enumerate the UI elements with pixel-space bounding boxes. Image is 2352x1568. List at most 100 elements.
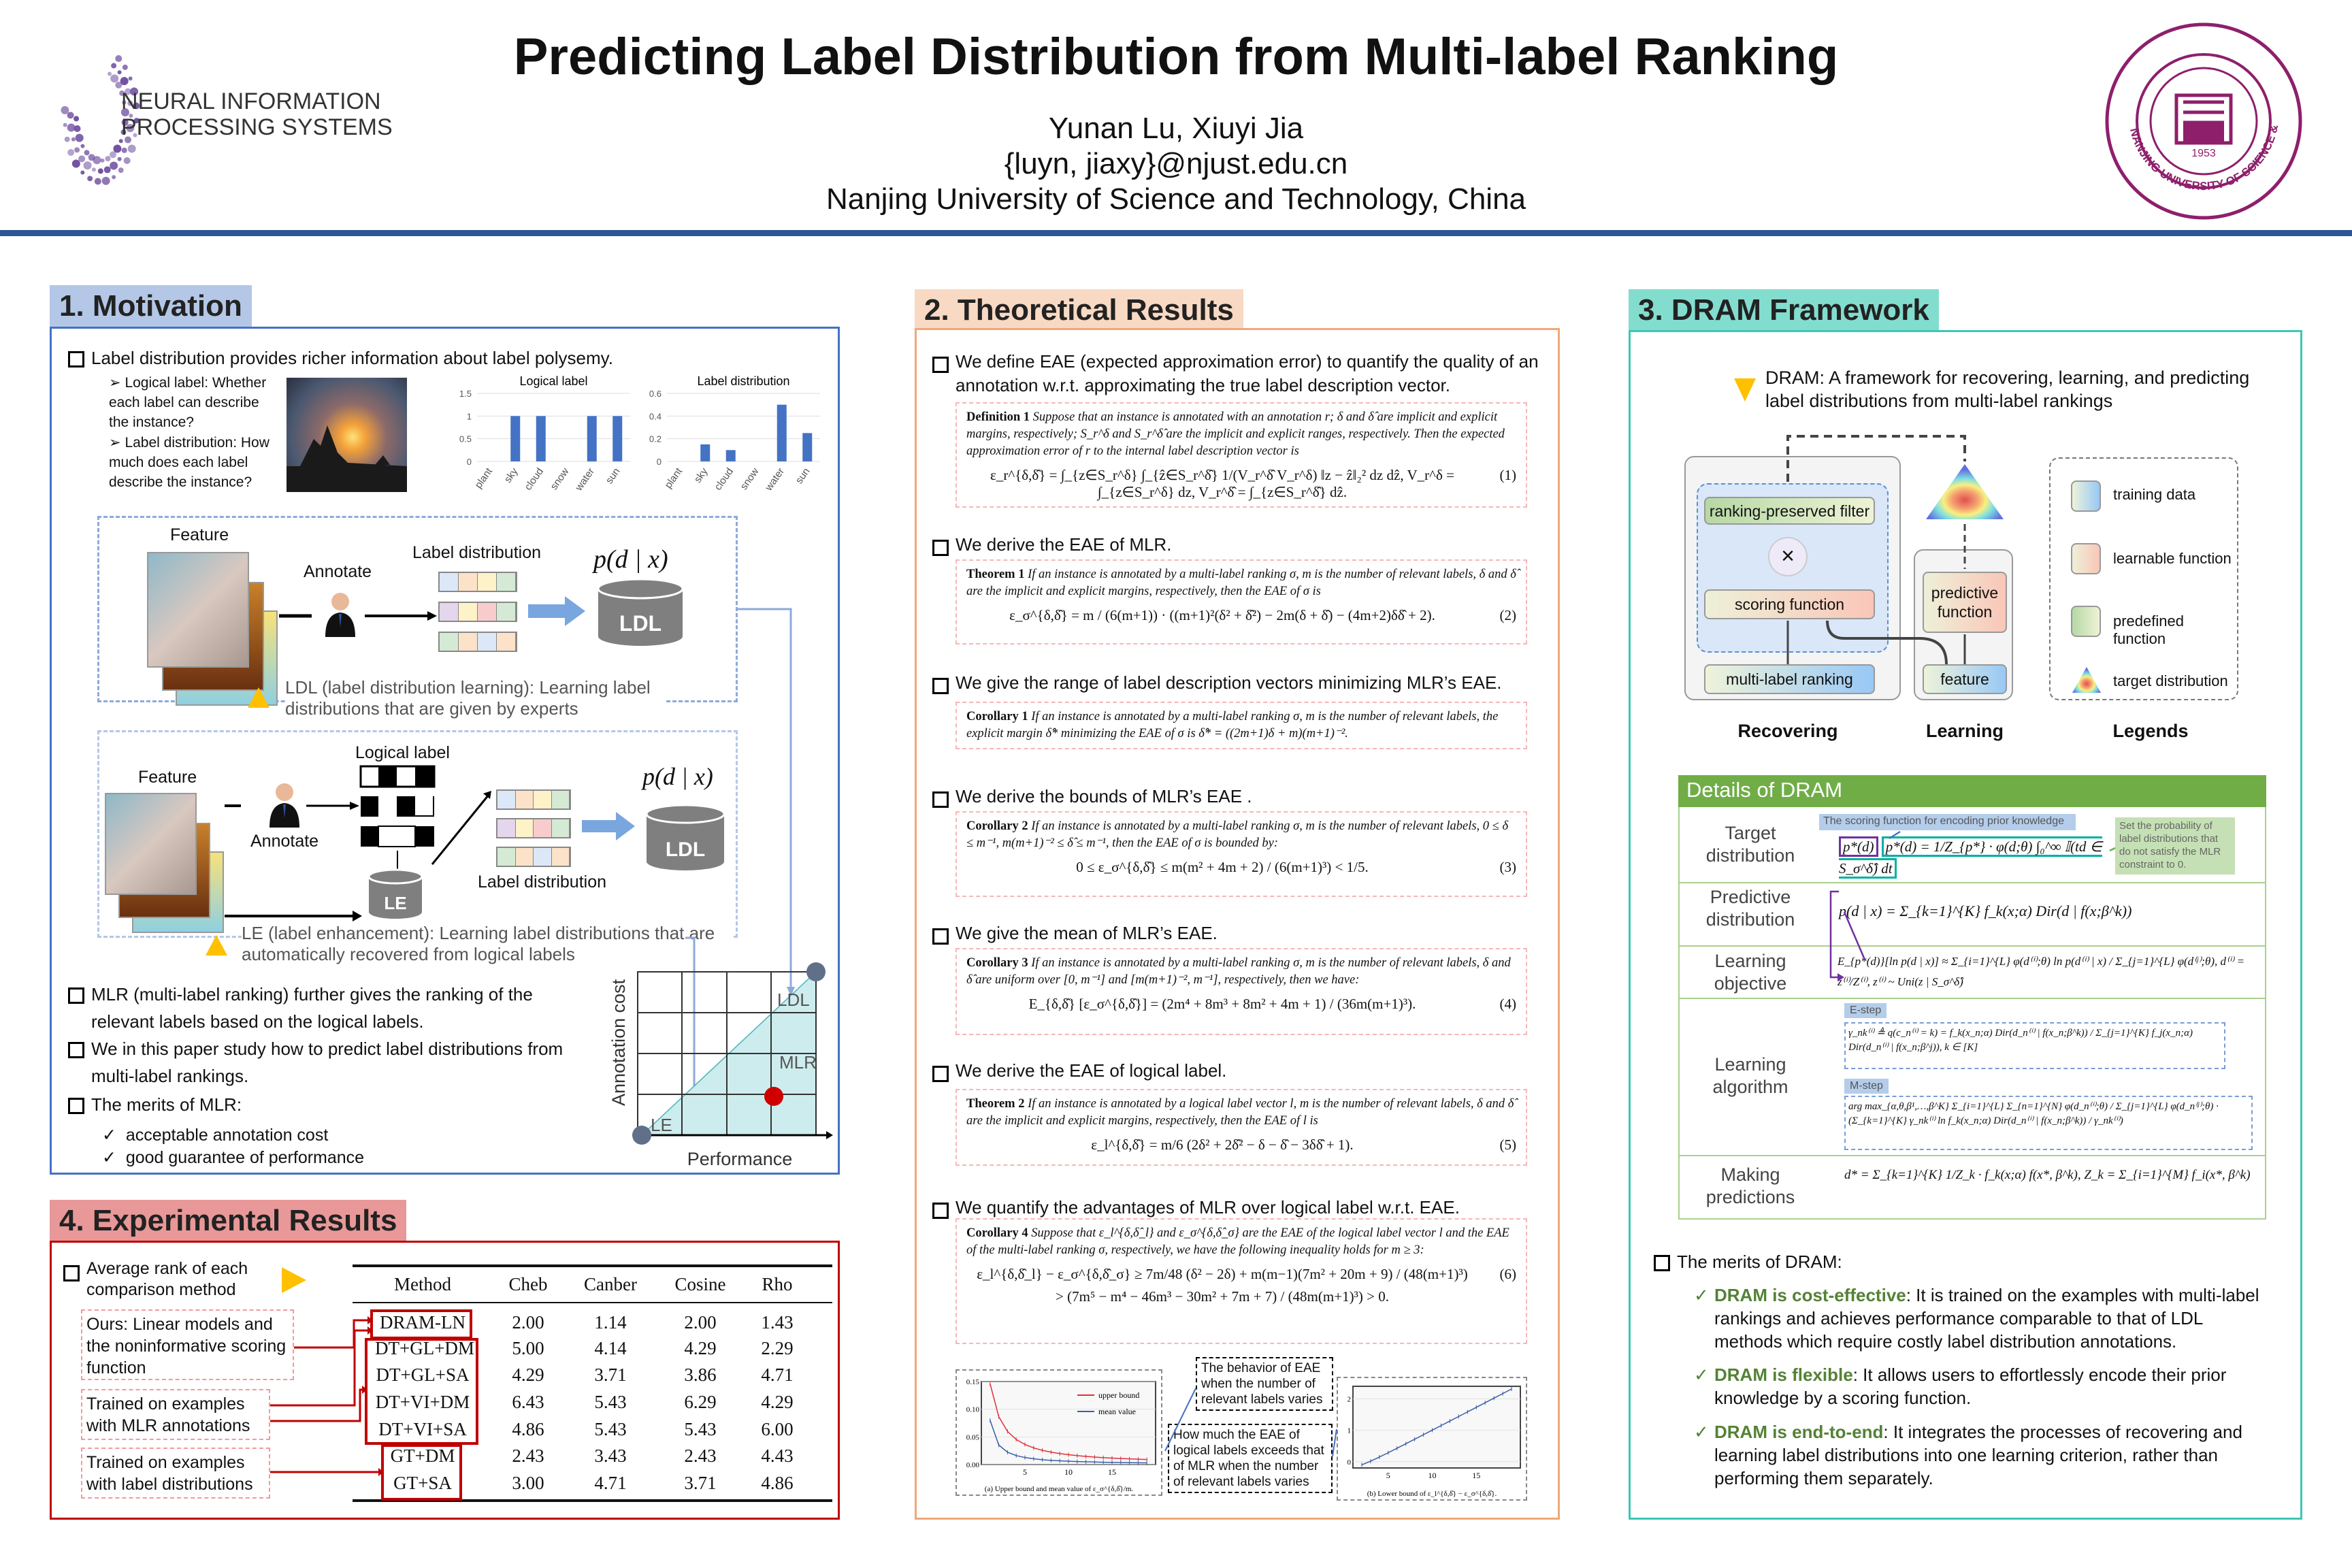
- y-tick-label: 0: [657, 457, 662, 467]
- theorem-formula: ε_l^{δ,δ̂} = m/6 (2δ² + 2δ̂² − δ − δ̂ − …: [1091, 1137, 1354, 1153]
- column-header: Cosine: [674, 1274, 726, 1294]
- merit-end-to-end: DRAM is end-to-end: It integrates the pr…: [1694, 1420, 2272, 1490]
- table-cell: 2.29: [761, 1338, 794, 1358]
- svg-text:LDL: LDL: [619, 611, 662, 636]
- theorem-label: Theorem 1: [966, 568, 1025, 581]
- ldl-feature-label: Feature: [170, 525, 229, 544]
- theorem-box: Corollary 2 If an instance is annotated …: [956, 811, 1527, 897]
- details-heading: Details of DRAM: [1678, 775, 2266, 807]
- y-tick-label: 1: [467, 411, 472, 421]
- method-name: DT+GL+SA: [376, 1365, 470, 1385]
- table-cell: 6.00: [761, 1419, 794, 1439]
- theorem-formula: 0 ≤ ε_σ^{δ,δ̂} ≤ m(m² + 4m + 2) / (6(m+1…: [1076, 859, 1369, 875]
- authors: Yunan Lu, Xiuyi Jia: [1048, 112, 1304, 145]
- formula-predictions: d* = Σ_{k=1}^{K} 1/Z_k · f_k(x;α) f(x*, …: [1844, 1168, 2251, 1182]
- theorem-formula: E_{δ,δ̂} [ε_σ^{δ,δ̂}] = (2m⁴ + 8m³ + 8m²…: [1028, 996, 1416, 1012]
- ldl-database-icon: LDL: [597, 578, 684, 649]
- row-label-algorithm: Learning algorithm: [1712, 1054, 1788, 1097]
- table-cell: 3.71: [594, 1365, 627, 1385]
- table-cell: 6.29: [684, 1392, 717, 1412]
- note-ours: Ours: Linear models and the noninformati…: [81, 1309, 294, 1380]
- theory-bullet: We derive the bounds of MLR’s EAE .: [932, 785, 1548, 808]
- chart-caption: (b) Lower bound of ε_l^{δ,δ̂} − ε_σ^{δ,δ…: [1367, 1490, 1497, 1498]
- legend-target: target distribution: [2113, 672, 2228, 689]
- svg-text:1953: 1953: [2191, 148, 2216, 159]
- le-blue-arrow-icon: [582, 812, 635, 840]
- sub-bullet-distribution-text: Label distribution: How much does each l…: [109, 435, 270, 490]
- sub-bullet-logical-text: Logical label: Whether each label can de…: [109, 375, 267, 430]
- ldl-label-distribution-label: Label distribution: [412, 543, 542, 562]
- ldl-annotate-label: Annotate: [304, 562, 372, 581]
- section-experiments: [50, 1241, 840, 1520]
- mlr-merits-list: ✓ acceptable annotation cost ✓ good guar…: [102, 1124, 364, 1169]
- legend-label: upper bound: [1098, 1390, 1139, 1400]
- cost-performance-chart: LDL MLR LE Annotation cost Performance: [608, 608, 833, 1169]
- x-tick-label: snow: [738, 466, 762, 492]
- multi-label-ranking: multi-label ranking: [1704, 664, 1875, 694]
- section-theory-heading: 2. Theoretical Results: [915, 289, 1243, 330]
- theory-bullet: We derive the EAE of MLR.: [932, 533, 1548, 557]
- table-cell: 3.43: [594, 1446, 627, 1466]
- series-line: [1361, 1388, 1512, 1466]
- label-distribution-grid: [438, 572, 517, 652]
- neurips-dots-icon: [61, 55, 140, 185]
- mlr-point-label: MLR: [779, 1052, 817, 1073]
- method-name: DT+VI+DM: [375, 1392, 470, 1412]
- column-header: Method: [394, 1274, 451, 1294]
- theorem-label: Definition 1: [966, 410, 1030, 424]
- y-tick-label: 0: [467, 457, 472, 467]
- table-cell: 4.71: [761, 1365, 794, 1385]
- theory-bullet: We derive the EAE of logical label.: [932, 1059, 1548, 1083]
- plot-area: [981, 1381, 1156, 1465]
- experiments-bullet: Average rank of each comparison method: [63, 1258, 288, 1301]
- row-label-objective: Learning objective: [1714, 951, 1787, 994]
- theorem-box: Theorem 1 If an instance is annotated by…: [956, 559, 1527, 644]
- email: {luyn, jiaxy}@njust.edu.cn: [1004, 147, 1348, 180]
- ldl-point: [806, 962, 826, 981]
- note-mlr: Trained on examples with MLR annotations: [81, 1389, 270, 1440]
- section-framework-heading: 3. DRAM Framework: [1629, 289, 1939, 330]
- note-ld: Trained on examples with label distribut…: [81, 1448, 270, 1499]
- label-recovering: Recovering: [1737, 721, 1838, 741]
- table-cell: 2.43: [512, 1446, 544, 1466]
- tag-scoring-function: The scoring function for encoding prior …: [1819, 814, 2076, 830]
- legends-box: training data learnable function predefi…: [2049, 457, 2238, 700]
- y-tick-label: 2: [1348, 1395, 1352, 1403]
- column-header: Rho: [762, 1274, 793, 1294]
- header-rule: [0, 230, 2352, 236]
- yellow-triangle-icon: [248, 687, 270, 708]
- le-label-distribution-grid: [496, 789, 571, 867]
- le-diagram-lines: [225, 765, 491, 921]
- bar: [725, 450, 736, 461]
- mini-chart-logical-label: Logical label 0 0.5 1 1.5 plant sky cloud snow wa…: [450, 373, 634, 499]
- annotate-arrows: [279, 611, 437, 621]
- chart-lower-bound: 0 1 2 5 10 15 (b) Lower bound of ε_l^{δ,δ̂} − …: [1337, 1377, 1527, 1501]
- logo-line2: PROCESSING SYSTEMS: [121, 114, 393, 140]
- y-tick-label: 0.6: [649, 389, 662, 399]
- motivation-bullet-merits: The merits of MLR:: [68, 1091, 599, 1118]
- chart-caption: (a) Upper bound and mean value of ε_σ^{δ…: [985, 1485, 1134, 1493]
- results-table: Method Cheb Canber Cosine Rho DRAM-LN 2.00 1.14…: [353, 1264, 832, 1503]
- motivation-bullet-study: We in this paper study how to predict la…: [68, 1035, 599, 1090]
- sunset-photo: [287, 378, 407, 492]
- bar: [802, 433, 813, 461]
- row-label-target: Target distribution: [1705, 823, 1795, 866]
- yellow-down-triangle-icon: [1734, 378, 1756, 402]
- formula-target: p*(d) p*(d) = 1/Z_{p*} · φ(d;θ) ∫₀^∞ 𝕀(t…: [1839, 836, 2108, 879]
- column-header: Canber: [584, 1274, 637, 1294]
- plot-area: [1352, 1386, 1521, 1469]
- x-tick-label: sun: [794, 466, 813, 487]
- table-cell: 5.00: [512, 1338, 544, 1358]
- section-framework: [1629, 330, 2302, 1520]
- x-tick-label: plant: [472, 466, 495, 491]
- x-tick-label: 5: [1386, 1471, 1390, 1480]
- theory-bullet: We quantify the advantages of MLR over l…: [932, 1196, 1548, 1220]
- le-label-distribution-label: Label distribution: [478, 872, 607, 892]
- equation-number: (6): [1499, 1266, 1517, 1282]
- table-cell: 1.43: [761, 1312, 794, 1333]
- theorem-body: If an instance is annotated by a multi-l…: [966, 956, 1511, 987]
- formula-predictive: p(d | x) = Σ_{k=1}^{K} f_k(x;α) Dir(d | …: [1839, 902, 2132, 919]
- affiliation: Nanjing University of Science and Techno…: [826, 182, 1526, 216]
- tag-estep: E-step: [1844, 1003, 1887, 1018]
- le-annotate-label: Annotate: [250, 832, 319, 851]
